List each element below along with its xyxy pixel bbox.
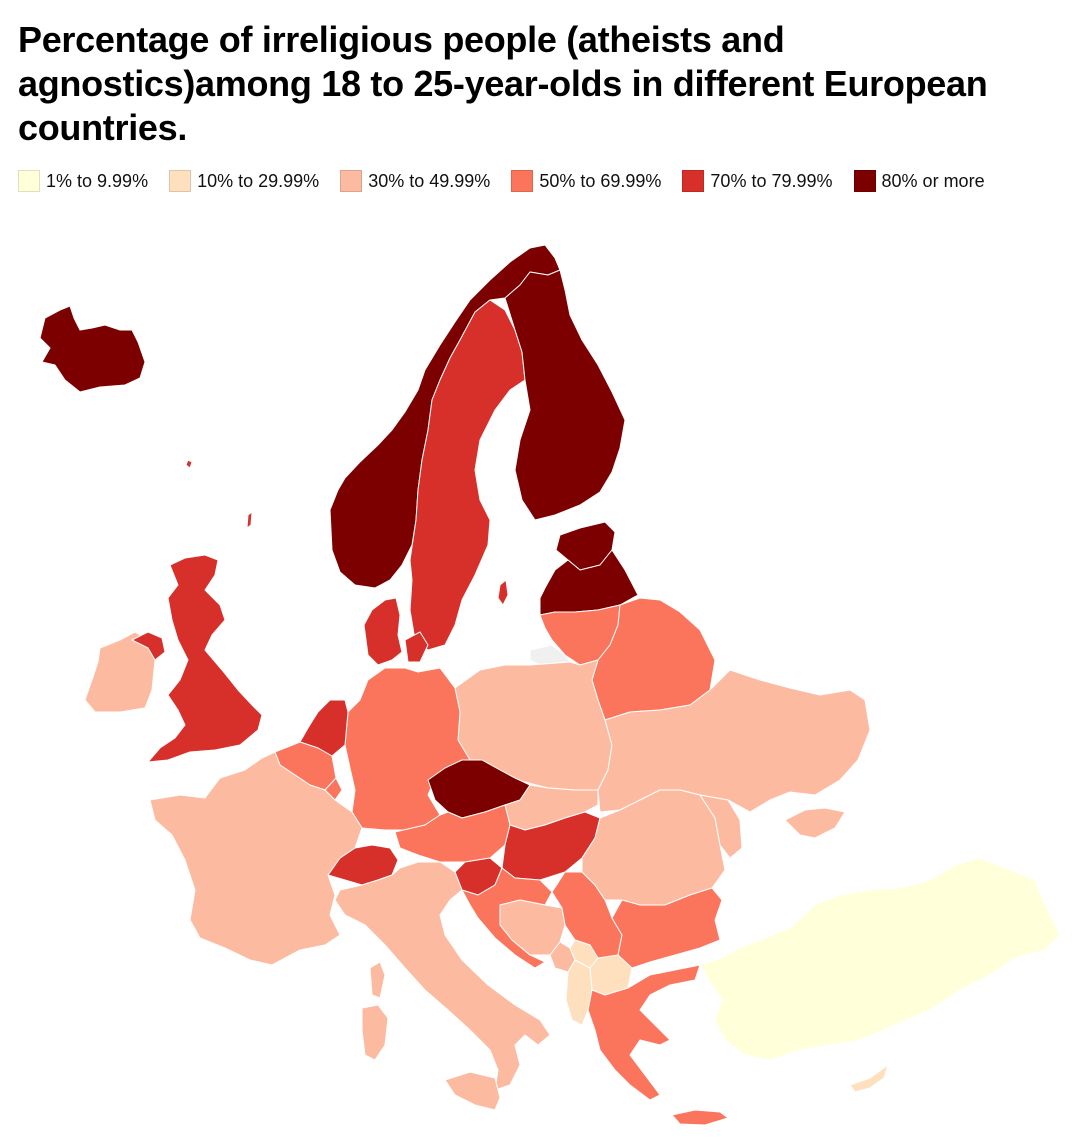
chart-title: Percentage of irreligious people (atheis… xyxy=(18,19,988,148)
country-turkey[interactable] xyxy=(699,857,1061,1061)
country-ukraine-crimea[interactable] xyxy=(784,807,846,839)
country-denmark-islands[interactable] xyxy=(404,631,429,663)
country-sweden[interactable] xyxy=(409,299,526,651)
legend-swatch xyxy=(18,170,40,192)
legend-item-10-30: 10% to 29.99% xyxy=(169,166,319,197)
country-netherlands[interactable] xyxy=(299,699,349,757)
legend-item-1-10: 1% to 9.99% xyxy=(18,166,148,197)
country-germany[interactable] xyxy=(344,667,471,831)
country-finland[interactable] xyxy=(504,269,626,521)
country-moldova[interactable] xyxy=(699,794,743,859)
country-bulgaria[interactable] xyxy=(611,887,723,969)
country-france[interactable] xyxy=(149,751,363,966)
island-faroe xyxy=(185,459,193,469)
country-italy-sicily[interactable] xyxy=(444,1071,501,1111)
country-greece[interactable] xyxy=(587,964,701,1101)
country-sweden-gotland[interactable] xyxy=(497,579,509,606)
europe-map xyxy=(0,230,1080,1144)
legend: 1% to 9.99% 10% to 29.99% 30% to 49.99% … xyxy=(18,166,1018,197)
legend-item-50-70: 50% to 69.99% xyxy=(511,166,661,197)
country-albania[interactable] xyxy=(565,959,593,1026)
legend-swatch xyxy=(169,170,192,192)
island-shetland xyxy=(246,511,253,529)
legend-label: 70% to 79.99% xyxy=(710,171,833,191)
country-france-corsica[interactable] xyxy=(369,961,386,999)
country-italy[interactable] xyxy=(334,861,551,1091)
country-italy-sardinia[interactable] xyxy=(361,1004,389,1061)
country-united-kingdom-northern-ireland[interactable] xyxy=(131,631,166,661)
legend-swatch xyxy=(340,170,363,192)
legend-swatch xyxy=(682,170,705,192)
country-romania[interactable] xyxy=(581,789,726,906)
legend-swatch xyxy=(511,170,534,192)
legend-label: 10% to 29.99% xyxy=(197,171,320,191)
legend-label: 50% to 69.99% xyxy=(539,171,662,191)
country-denmark[interactable] xyxy=(363,597,403,666)
legend-label: 30% to 49.99% xyxy=(368,171,491,191)
legend-label: 1% to 9.99% xyxy=(46,171,149,191)
country-greece-crete[interactable] xyxy=(671,1109,729,1126)
legend-swatch xyxy=(853,170,876,192)
country-united-kingdom[interactable] xyxy=(147,554,263,763)
country-iceland[interactable] xyxy=(39,305,146,393)
legend-item-30-50: 30% to 49.99% xyxy=(340,166,490,197)
legend-item-70-80: 70% to 79.99% xyxy=(682,166,833,197)
country-cyprus[interactable] xyxy=(849,1064,889,1093)
legend-label: 80% or more xyxy=(881,171,985,191)
legend-item-80-plus: 80% or more xyxy=(853,166,985,197)
country-ukraine[interactable] xyxy=(597,669,871,813)
country-ireland[interactable] xyxy=(84,631,156,713)
